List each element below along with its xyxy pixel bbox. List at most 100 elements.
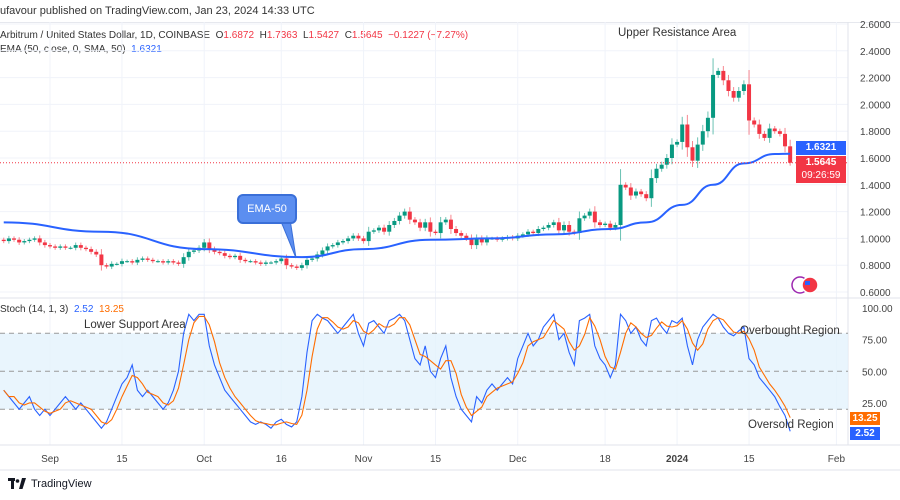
ema-legend[interactable]: EMA (50, close, 0, SMA, 50) 1.6321	[0, 44, 162, 55]
candle-body	[37, 238, 42, 243]
candle-body	[320, 250, 325, 255]
candle-body	[757, 124, 762, 134]
candle-body	[58, 246, 63, 248]
candle-body	[526, 231, 531, 235]
candle-body	[299, 265, 304, 268]
candle-body	[63, 246, 68, 248]
candle-body	[361, 238, 366, 242]
candle-body	[186, 251, 191, 258]
candle-body	[340, 241, 345, 243]
candle-body	[541, 227, 546, 230]
stoch-d-value: 13.25	[98, 304, 124, 315]
candle-body	[1, 239, 6, 242]
candle-body	[741, 84, 746, 91]
candle-body	[644, 194, 649, 199]
high-label: H	[259, 30, 267, 41]
candle-body	[664, 158, 669, 165]
ema-50-line	[3, 152, 791, 259]
candle-body	[99, 254, 104, 266]
candle-body	[633, 191, 638, 196]
bar-countdown: 09:26:59	[801, 170, 841, 181]
time-axis: Sep 15 Oct 16 Nov 15 Dec 18 2024 15 Feb	[41, 454, 845, 465]
candle-body	[325, 246, 330, 251]
open-label: O	[215, 30, 224, 41]
candle-body	[479, 238, 484, 243]
price-axis: 2.6000 2.4000 2.2000 2.0000 1.8000 1.6000 1.40…	[860, 20, 891, 299]
candle-body	[32, 238, 37, 240]
candle-body	[53, 246, 58, 248]
price-tick-label: 1.2000	[860, 208, 891, 219]
stoch-tick-label: 100.00	[862, 304, 893, 315]
candle-body	[227, 255, 232, 258]
candle-body	[407, 211, 412, 220]
candle-body	[155, 261, 160, 263]
candle-body	[711, 74, 716, 118]
candle-body	[263, 262, 268, 264]
candle-body	[253, 261, 258, 263]
candle-body	[346, 238, 351, 242]
published-caption: ufavour published on TradingView.com, Ja…	[0, 5, 315, 17]
stoch-k-value: 2.52	[73, 304, 94, 315]
time-tick-label: Dec	[509, 454, 527, 465]
stoch-tick-label: 25.00	[862, 399, 887, 410]
candle-body	[536, 229, 541, 234]
candle-body	[371, 230, 376, 232]
time-tick-label: 15	[116, 454, 128, 465]
stoch-label: Stoch (14, 1, 3)	[0, 304, 69, 315]
header-divider	[0, 22, 900, 23]
oversold-label: Oversold Region	[748, 419, 834, 431]
candle-body	[531, 231, 536, 234]
candle-body	[258, 262, 263, 264]
candle-body	[17, 239, 22, 243]
time-tick-label: Oct	[196, 454, 212, 465]
stoch-legend[interactable]: Stoch (14, 1, 3) 2.52 13.25	[0, 304, 124, 315]
candle-body	[310, 258, 315, 260]
candle-body	[78, 245, 83, 248]
candle-body	[48, 245, 52, 247]
lower-support-label: Lower Support Area	[84, 319, 186, 331]
high-value: 1.7363	[266, 30, 298, 41]
candle-body	[577, 218, 582, 234]
price-tick-label: 2.0000	[860, 100, 891, 111]
candle-body	[721, 70, 726, 81]
price-tick-label: 1.6000	[860, 154, 891, 165]
candle-body	[680, 124, 685, 142]
tradingview-brand[interactable]: TradingView	[8, 478, 92, 490]
stoch-k-line	[3, 312, 791, 432]
candle-body	[592, 211, 597, 223]
candle-body	[567, 225, 572, 232]
candle-body	[623, 184, 628, 188]
time-tick-label: 16	[276, 454, 288, 465]
candle-body	[279, 258, 284, 262]
candle-body	[382, 227, 387, 232]
candle-body	[448, 219, 453, 230]
candle-body	[248, 261, 253, 263]
candle-body	[639, 191, 644, 195]
candle-body	[628, 187, 633, 196]
candle-body	[330, 245, 335, 247]
candle-body	[243, 259, 248, 262]
candle-body	[119, 261, 124, 264]
candle-body	[217, 251, 222, 254]
last-price: 1.5645	[805, 157, 837, 168]
candle-body	[94, 251, 99, 255]
candle-body	[104, 265, 109, 267]
candle-body	[166, 261, 171, 263]
stoch-tick-label: 75.00	[862, 336, 887, 347]
overbought-label: Overbought Region	[740, 325, 840, 337]
candle-body	[73, 245, 78, 248]
candle-body	[89, 249, 94, 252]
tradingview-logo-icon	[8, 478, 26, 490]
candle-body	[454, 229, 459, 234]
price-tick-label: 2.2000	[860, 74, 891, 85]
candle-body	[274, 261, 279, 263]
candle-body	[356, 235, 361, 239]
ema-50-callout: EMA-50	[237, 194, 297, 224]
candle-body	[212, 249, 217, 252]
candle-body	[207, 242, 212, 250]
candle-body	[376, 227, 381, 231]
candle-body	[597, 222, 602, 225]
candle-body	[68, 247, 73, 249]
event-icons[interactable]	[791, 276, 819, 294]
